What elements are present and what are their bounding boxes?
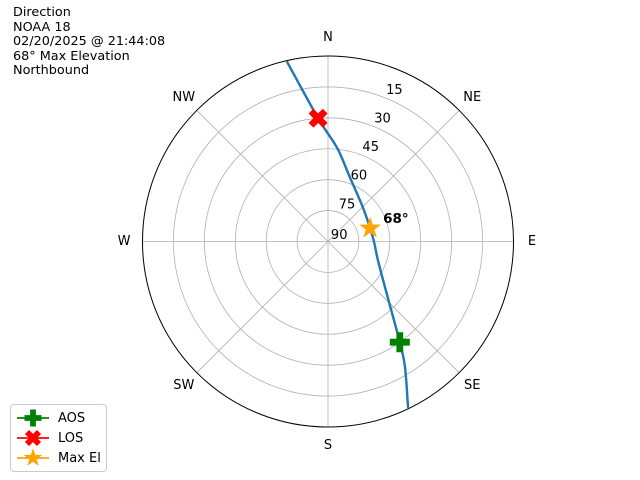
azimuth-spoke-SW: [196, 241, 329, 373]
legend-label-maxel: Max El: [58, 450, 101, 466]
header-heading: Northbound: [13, 63, 90, 79]
azimuth-spoke-NW: [196, 110, 329, 242]
los-marker-x-icon: [308, 108, 328, 128]
compass-label-E: E: [528, 234, 536, 249]
compass-label-W: W: [118, 234, 131, 249]
azimuth-spoke-SE: [327, 241, 460, 373]
legend-key-los: [17, 429, 49, 447]
max-elevation-annotation: 68°: [383, 211, 409, 227]
legend-item-maxel: Max El: [16, 448, 101, 468]
elevation-tick-label-90: 90: [331, 228, 348, 243]
maxel-marker-star-icon: [359, 216, 382, 238]
compass-label-S: S: [324, 438, 332, 453]
elevation-tick-label-75: 75: [339, 197, 356, 212]
header-max-elevation: 68° Max Elevation: [13, 48, 130, 64]
elevation-tick-label-60: 60: [351, 169, 368, 184]
legend-key-aos: [17, 409, 49, 427]
legend: AOS LOS Max El: [10, 404, 107, 472]
aos-legend-marker-icon: [24, 409, 42, 427]
legend-item-aos: AOS: [16, 408, 101, 428]
maxel-legend-marker-icon: [23, 448, 43, 466]
compass-label-NW: NW: [173, 90, 196, 105]
elevation-tick-label-15: 15: [386, 83, 403, 98]
elevation-tick-label-30: 30: [374, 112, 391, 127]
pass-info-header: Direction NOAA 18 02/20/2025 @ 21:44:08 …: [13, 5, 166, 79]
elevation-tick-label-45: 45: [362, 140, 379, 155]
legend-key-maxel: [17, 448, 49, 466]
header-satellite: NOAA 18: [13, 19, 71, 35]
aos-marker-plus-icon: [389, 332, 410, 353]
compass-label-SE: SE: [464, 378, 480, 393]
legend-label-los: LOS: [58, 430, 84, 446]
header-title: Direction: [13, 5, 71, 20]
legend-item-los: LOS: [16, 428, 101, 448]
compass-label-NE: NE: [463, 90, 481, 105]
compass-label-N: N: [323, 30, 333, 45]
azimuth-spoke-NE: [327, 110, 460, 242]
compass-label-SW: SW: [173, 378, 194, 393]
legend-label-aos: AOS: [58, 410, 86, 426]
horizon-circle: [142, 55, 514, 428]
los-legend-marker-icon: [24, 429, 42, 447]
header-timestamp: 02/20/2025 @ 21:44:08: [13, 34, 166, 50]
